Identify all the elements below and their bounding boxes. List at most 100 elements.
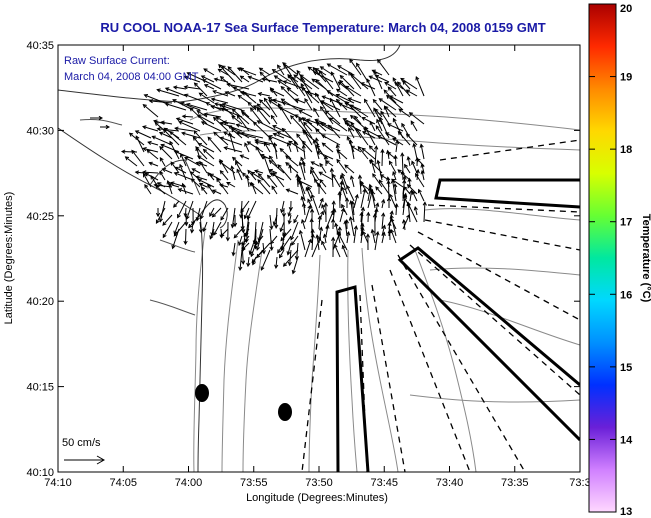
current-vector (257, 172, 271, 188)
current-vector (252, 121, 271, 139)
contour-line (414, 249, 477, 472)
current-vector (247, 169, 257, 181)
current-vector (212, 89, 229, 97)
current-vector (372, 213, 378, 237)
current-vector (413, 205, 418, 216)
y-tick-label: 40:10 (26, 467, 54, 479)
current-vector (164, 102, 187, 111)
current-vector (258, 67, 271, 76)
contour-line (221, 239, 239, 472)
current-vector (304, 238, 312, 258)
current-vector (263, 97, 278, 118)
scale-arrow-label: 50 cm/s (62, 437, 101, 449)
current-vector (406, 184, 418, 195)
current-vector (90, 115, 104, 121)
current-vector (397, 130, 411, 146)
current-vector (387, 221, 392, 237)
current-vector (256, 107, 271, 125)
current-vector (249, 182, 264, 195)
current-vector (169, 140, 180, 160)
current-vector (349, 199, 355, 223)
current-vector (349, 104, 369, 118)
current-vector (344, 85, 362, 97)
current-vector (338, 102, 355, 111)
current-vector (144, 183, 152, 195)
colorbar-tick-label: 17 (620, 217, 632, 229)
current-vector (301, 87, 320, 104)
current-vector (164, 87, 187, 97)
current-vector (171, 228, 180, 250)
current-vector (198, 92, 215, 104)
current-vector (226, 82, 250, 90)
current-vector (226, 181, 236, 188)
current-vector (246, 256, 251, 268)
current-vector (181, 182, 187, 195)
current-vector (386, 196, 392, 209)
contour-line (439, 299, 580, 346)
current-vector (272, 125, 285, 132)
current-vector (286, 242, 292, 256)
current-vector (321, 203, 327, 216)
current-vector (202, 221, 208, 233)
current-vector (249, 107, 264, 125)
current-vector (339, 207, 345, 223)
current-vector (322, 233, 328, 244)
radar-beam-east (434, 178, 580, 209)
current-vector (378, 179, 390, 195)
current-vector (195, 175, 208, 181)
current-vector (159, 146, 173, 160)
current-vector (269, 235, 278, 245)
current-vector (380, 148, 385, 167)
current-vector (258, 99, 271, 111)
current-vector (209, 228, 215, 240)
current-vector (350, 121, 362, 139)
current-vector (260, 249, 271, 271)
current-vector (366, 78, 376, 97)
current-vector (205, 102, 222, 111)
current-vector (232, 214, 238, 228)
colorbar-tick-label: 18 (620, 144, 632, 156)
current-vector (148, 161, 159, 167)
current-vector (310, 169, 320, 188)
current-vector (364, 98, 376, 118)
current-vector (401, 219, 407, 231)
current-vector (216, 177, 229, 195)
current-vector (222, 120, 236, 125)
current-vector (301, 144, 306, 160)
current-vector (156, 126, 180, 132)
current-vector (236, 67, 257, 76)
station-marker (278, 403, 292, 421)
colorbar-tick-label: 13 (620, 506, 632, 518)
current-vector (378, 98, 397, 111)
current-vector (177, 200, 187, 219)
current-vector (294, 98, 306, 104)
current-vector (393, 183, 398, 195)
current-vector (253, 169, 264, 174)
current-vector (179, 101, 201, 111)
current-vector (374, 230, 380, 251)
current-vector (406, 155, 411, 167)
x-tick-label: 73:3 (569, 477, 590, 489)
current-vector (319, 178, 327, 188)
current-vector (191, 168, 201, 174)
current-vector (346, 184, 355, 202)
current-vector (272, 171, 285, 188)
current-vector (392, 77, 404, 97)
current-vector (220, 207, 229, 221)
current-vector (420, 163, 425, 174)
current-vector (195, 146, 208, 160)
current-vector (175, 117, 194, 125)
current-vector (174, 126, 194, 132)
current-vector (374, 145, 379, 167)
current-vector (219, 76, 236, 90)
current-vector (271, 69, 292, 83)
current-vector (146, 149, 159, 160)
current-vector (257, 92, 271, 97)
current-vector (299, 74, 320, 90)
y-tick-label: 40:25 (26, 211, 54, 223)
current-vector (402, 213, 411, 230)
x-tick-label: 73:45 (370, 477, 398, 489)
radar-beam-southeast (397, 246, 580, 442)
current-vector (193, 82, 208, 97)
current-vector (410, 120, 418, 132)
